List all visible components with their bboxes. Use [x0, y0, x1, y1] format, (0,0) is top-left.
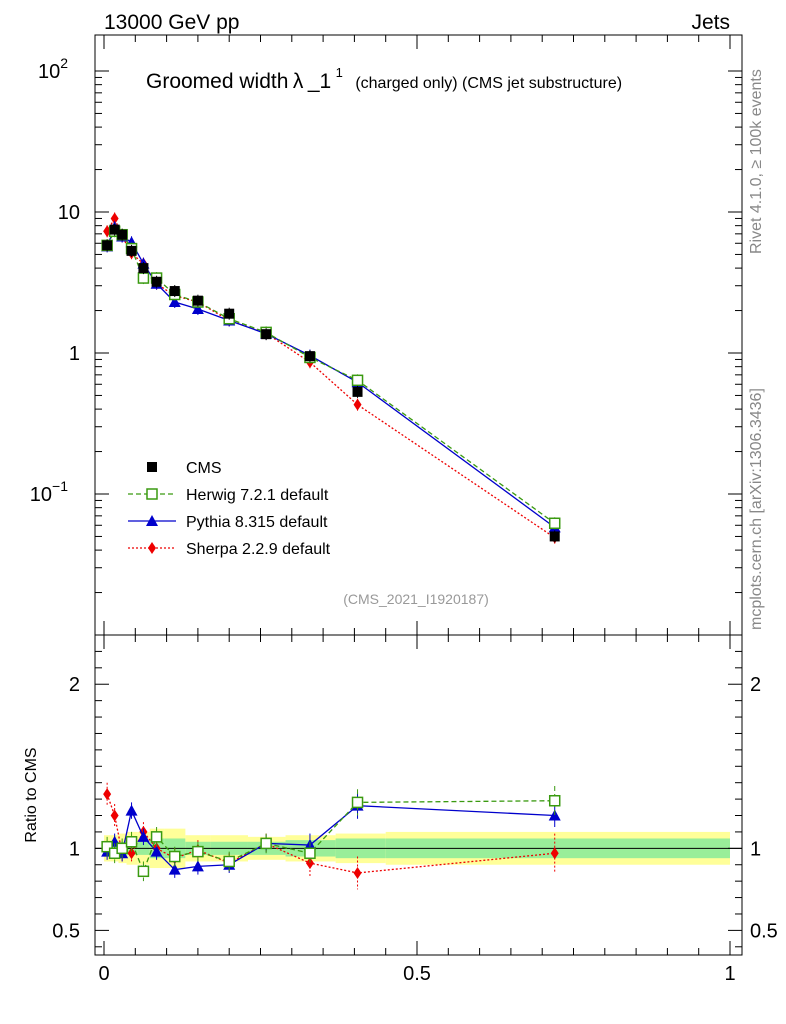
sherpa-main-line	[106, 216, 556, 539]
main-ytick-base: 10	[38, 61, 60, 83]
xtick-label: 0.5	[403, 963, 431, 985]
main-ytick-exp: −1	[52, 478, 68, 494]
sherpa-main-point	[353, 398, 362, 411]
pythia-ratio-point	[548, 809, 561, 821]
header-process-label: Jets	[691, 11, 730, 34]
legend-herwig-marker	[146, 488, 158, 500]
sherpa-ratio-point	[110, 809, 119, 822]
pythia-ratio-point	[191, 860, 204, 872]
title-paren: (charged only) (CMS jet substructure)	[355, 75, 622, 92]
legend-cms-label: CMS	[186, 460, 222, 477]
herwig-ratio-point	[223, 855, 235, 868]
herwig-ratio-point	[137, 865, 150, 878]
analysis-id-label: (CMS_2021_I1920187)	[343, 591, 489, 607]
cms-main-point	[126, 245, 137, 256]
sherpa-ratio-point	[353, 866, 362, 879]
main-ytick-label: 10−1	[30, 478, 68, 506]
ratio-ytick-label-right: 2	[750, 674, 761, 696]
main-ytick-base: 10	[30, 484, 52, 506]
cms-main-point	[109, 224, 120, 235]
herwig-ratio-point	[260, 837, 272, 850]
cms-main-point	[352, 386, 363, 397]
herwig-ratio-point	[192, 845, 204, 858]
main-ytick-base: 1	[69, 343, 80, 365]
pythia-ratio-point	[137, 830, 150, 842]
cms-main-point	[169, 286, 180, 297]
ratio-frame	[94, 634, 743, 956]
cms-main-point	[304, 351, 315, 362]
pythia-ratio-point	[168, 863, 181, 875]
pythia-main-point	[191, 303, 204, 315]
main-ytick-base: 10	[58, 202, 80, 224]
title-suffix: _1	[307, 70, 331, 93]
legend-sherpa-marker	[148, 542, 156, 554]
cms-main-point	[138, 263, 149, 274]
herwig-ratio-point	[125, 836, 138, 848]
ratio-ytick-label-right: 1	[750, 838, 761, 860]
ratio-ylabel: Ratio to CMS	[23, 747, 40, 842]
main-ytick-label: 102	[38, 55, 68, 83]
sherpa-ratio-point	[127, 847, 136, 860]
cms-main-point	[117, 229, 128, 240]
title-main: Groomed width	[146, 70, 288, 93]
sherpa-ratio-point	[103, 788, 112, 801]
herwig-ratio-point	[304, 847, 316, 860]
legend-pythia-label: Pythia 8.315 default	[186, 514, 328, 531]
pythia-main-point	[168, 295, 181, 307]
legend-herwig-label: Herwig 7.2.1 default	[186, 487, 329, 504]
title-lambda: λ	[293, 70, 304, 93]
herwig-ratio-point	[150, 831, 163, 843]
xtick-label: 1	[724, 963, 735, 985]
title-superscript: 1	[336, 65, 343, 80]
cms-main-point	[102, 240, 113, 251]
mcplots-label: mcplots.cern.ch [arXiv:1306.3436]	[748, 388, 765, 630]
ratio-uncertainty-band	[95, 828, 742, 869]
ratio-ytick-label-right: 0.5	[750, 920, 778, 942]
plot-title: Groomed width λ _1 1 (charged only) (CMS…	[146, 64, 622, 93]
herwig-ratio-point	[168, 850, 181, 863]
rivet-version-label: Rivet 4.1.0, ≥ 100k events	[748, 69, 765, 254]
main-panel-series	[101, 212, 561, 544]
herwig-ratio-point	[548, 794, 561, 807]
pythia-main-line	[106, 225, 556, 528]
herwig-main-point	[548, 517, 561, 530]
legend: CMS Herwig 7.2.1 default Pythia 8.315 defa…	[128, 460, 331, 558]
herwig-ratio-point	[351, 796, 364, 809]
ratio-ytick-label-left: 2	[69, 674, 80, 696]
ratio-panel-axes: 0.5 0.5 1 1 2 2 0 0.5 1	[52, 634, 778, 985]
sherpa-ratio-point	[305, 857, 314, 870]
cms-main-point	[261, 329, 272, 340]
herwig-main-point	[351, 374, 364, 387]
legend-sherpa-label: Sherpa 2.2.9 default	[186, 541, 331, 558]
legend-cms-marker	[147, 462, 157, 472]
ratio-ytick-label-left: 0.5	[52, 920, 80, 942]
herwig-main-point	[137, 272, 150, 284]
ratio-ytick-label-left: 1	[69, 838, 80, 860]
cms-main-point	[151, 276, 162, 287]
ratio-panel-series	[101, 782, 561, 890]
xtick-label: 0	[98, 963, 109, 985]
header-energy-label: 13000 GeV pp	[104, 11, 239, 34]
cms-main-point	[224, 308, 235, 319]
herwig-ratio-point	[116, 842, 128, 855]
pythia-ratio-point	[125, 804, 138, 816]
main-ytick-exp: 2	[60, 55, 68, 71]
cms-main-point	[192, 295, 203, 306]
cms-main-point	[549, 531, 560, 542]
herwig-main-line	[106, 230, 556, 524]
sherpa-main-point	[110, 212, 119, 225]
sherpa-ratio-point	[550, 847, 559, 860]
herwig-ratio-point	[101, 840, 113, 853]
pythia-ratio-point	[150, 845, 163, 857]
main-ytick-label: 1	[69, 343, 80, 365]
main-ytick-label: 10	[58, 202, 80, 224]
legend-pythia-marker	[146, 515, 158, 526]
